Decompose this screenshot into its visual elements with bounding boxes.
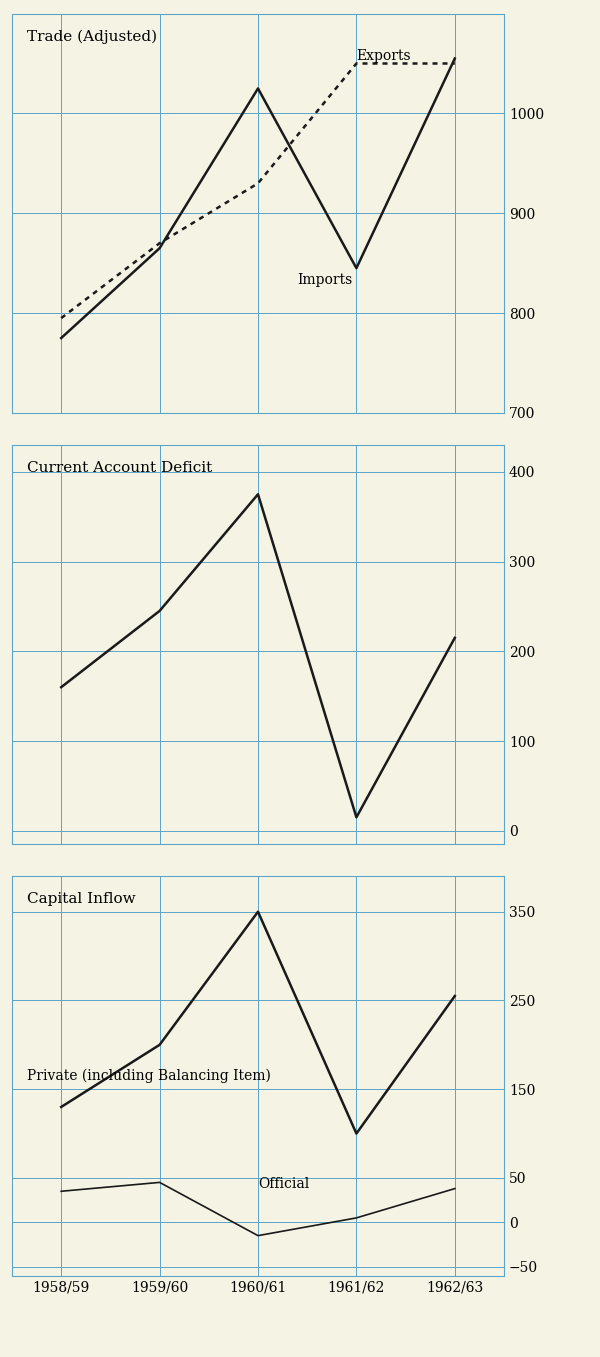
Text: Exports: Exports: [356, 49, 411, 64]
Text: Trade (Adjusted): Trade (Adjusted): [27, 30, 157, 43]
Text: Current Account Deficit: Current Account Deficit: [27, 461, 212, 475]
Text: Official: Official: [258, 1177, 309, 1190]
Text: Private (including Balancing Item): Private (including Balancing Item): [27, 1069, 271, 1083]
Text: Capital Inflow: Capital Inflow: [27, 892, 136, 906]
Text: Imports: Imports: [298, 273, 353, 288]
